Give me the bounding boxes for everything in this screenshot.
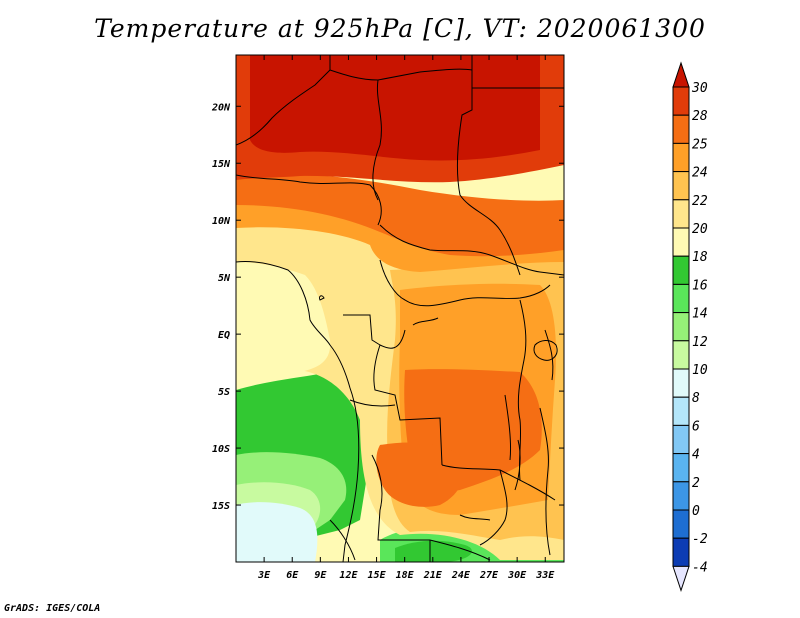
lakes	[319, 295, 558, 491]
colorbar-label: 4	[692, 448, 700, 463]
y-tick-label: 15N	[212, 159, 231, 170]
colorbar-box	[672, 199, 690, 229]
colorbar-box	[672, 340, 690, 370]
colorbar-label: 20	[692, 222, 708, 237]
y-tick-label: 20N	[211, 102, 231, 113]
x-tick-label: 30E	[507, 570, 527, 581]
x-tick-label: 15E	[368, 570, 387, 581]
x-axis: 3E 6E 9E 12E 15E 18E 21E 24E 27E 30E 33E	[257, 55, 555, 581]
colorbar-box	[672, 509, 690, 539]
colorbar-box	[672, 453, 690, 483]
y-axis: 20N 15N 10N 5N EQ 5S 10S 15S	[211, 102, 564, 512]
x-tick-label: 27E	[479, 570, 499, 581]
y-tick-label: EQ	[218, 330, 230, 341]
colorbar-label: 30	[691, 81, 708, 96]
colorbar-label: 10	[692, 363, 708, 378]
colorbar-label: 24	[692, 166, 708, 181]
field-north-hot-core	[250, 55, 540, 161]
colorbar-box	[672, 312, 690, 342]
colorbar-label: 6	[692, 419, 700, 434]
x-tick-label: 3E	[257, 570, 271, 581]
colorbar-label: 28	[692, 109, 708, 124]
colorbar-label: 14	[692, 307, 708, 322]
colorbar-top-triangle	[672, 61, 690, 88]
x-tick-label: 9E	[314, 570, 327, 581]
colorbar-label: 16	[692, 278, 708, 293]
field-westcoast-pale	[236, 262, 331, 385]
colorbar-label: 22	[692, 194, 708, 209]
x-tick-label: 33E	[535, 570, 555, 581]
colorbar-box	[672, 481, 690, 511]
y-tick-label: 5S	[218, 387, 230, 398]
colorbar-label: 0	[692, 504, 700, 519]
colorbar-label: 25	[692, 137, 708, 152]
x-tick-label: 12E	[339, 570, 358, 581]
y-tick-label: 5N	[218, 273, 231, 284]
colorbar-box	[672, 171, 690, 201]
colorbar-label: 12	[692, 335, 708, 350]
x-tick-label: 6E	[286, 570, 299, 581]
colorbar-label: -2	[692, 532, 708, 547]
colorbar-box	[672, 283, 690, 314]
colorbar-label: 8	[692, 391, 700, 406]
field-red-sahel	[236, 173, 564, 257]
colorbar-label: -4	[692, 560, 708, 575]
chart-title: Temperature at 925hPa [C], VT: 202006130…	[94, 14, 706, 43]
map-area	[236, 55, 564, 562]
colorbar-box	[672, 227, 690, 257]
colorbar-box	[672, 368, 690, 398]
colorbar-box	[672, 114, 690, 144]
x-tick-label: 18E	[396, 570, 415, 581]
y-tick-label: 15S	[212, 501, 230, 512]
field-cyan-south	[236, 502, 318, 562]
coastlines-borders	[236, 55, 564, 562]
grads-credit: GrADS: IGES/COLA	[4, 603, 101, 614]
colorbar-label: 18	[692, 250, 708, 265]
map-frame	[235, 54, 565, 563]
y-tick-label: 10N	[212, 216, 231, 227]
y-tick-label: 10S	[212, 444, 230, 455]
colorbar-bottom-triangle	[672, 565, 690, 592]
x-tick-label: 24E	[451, 570, 471, 581]
colorbar-box	[672, 142, 690, 173]
colorbar-box	[672, 396, 690, 426]
colorbar-box	[672, 86, 690, 116]
x-tick-label: 21E	[423, 570, 443, 581]
colorbar-box	[672, 424, 690, 455]
colorbar-box	[672, 537, 690, 567]
colorbar-label: 2	[692, 476, 700, 491]
colorbar-box	[672, 255, 690, 285]
